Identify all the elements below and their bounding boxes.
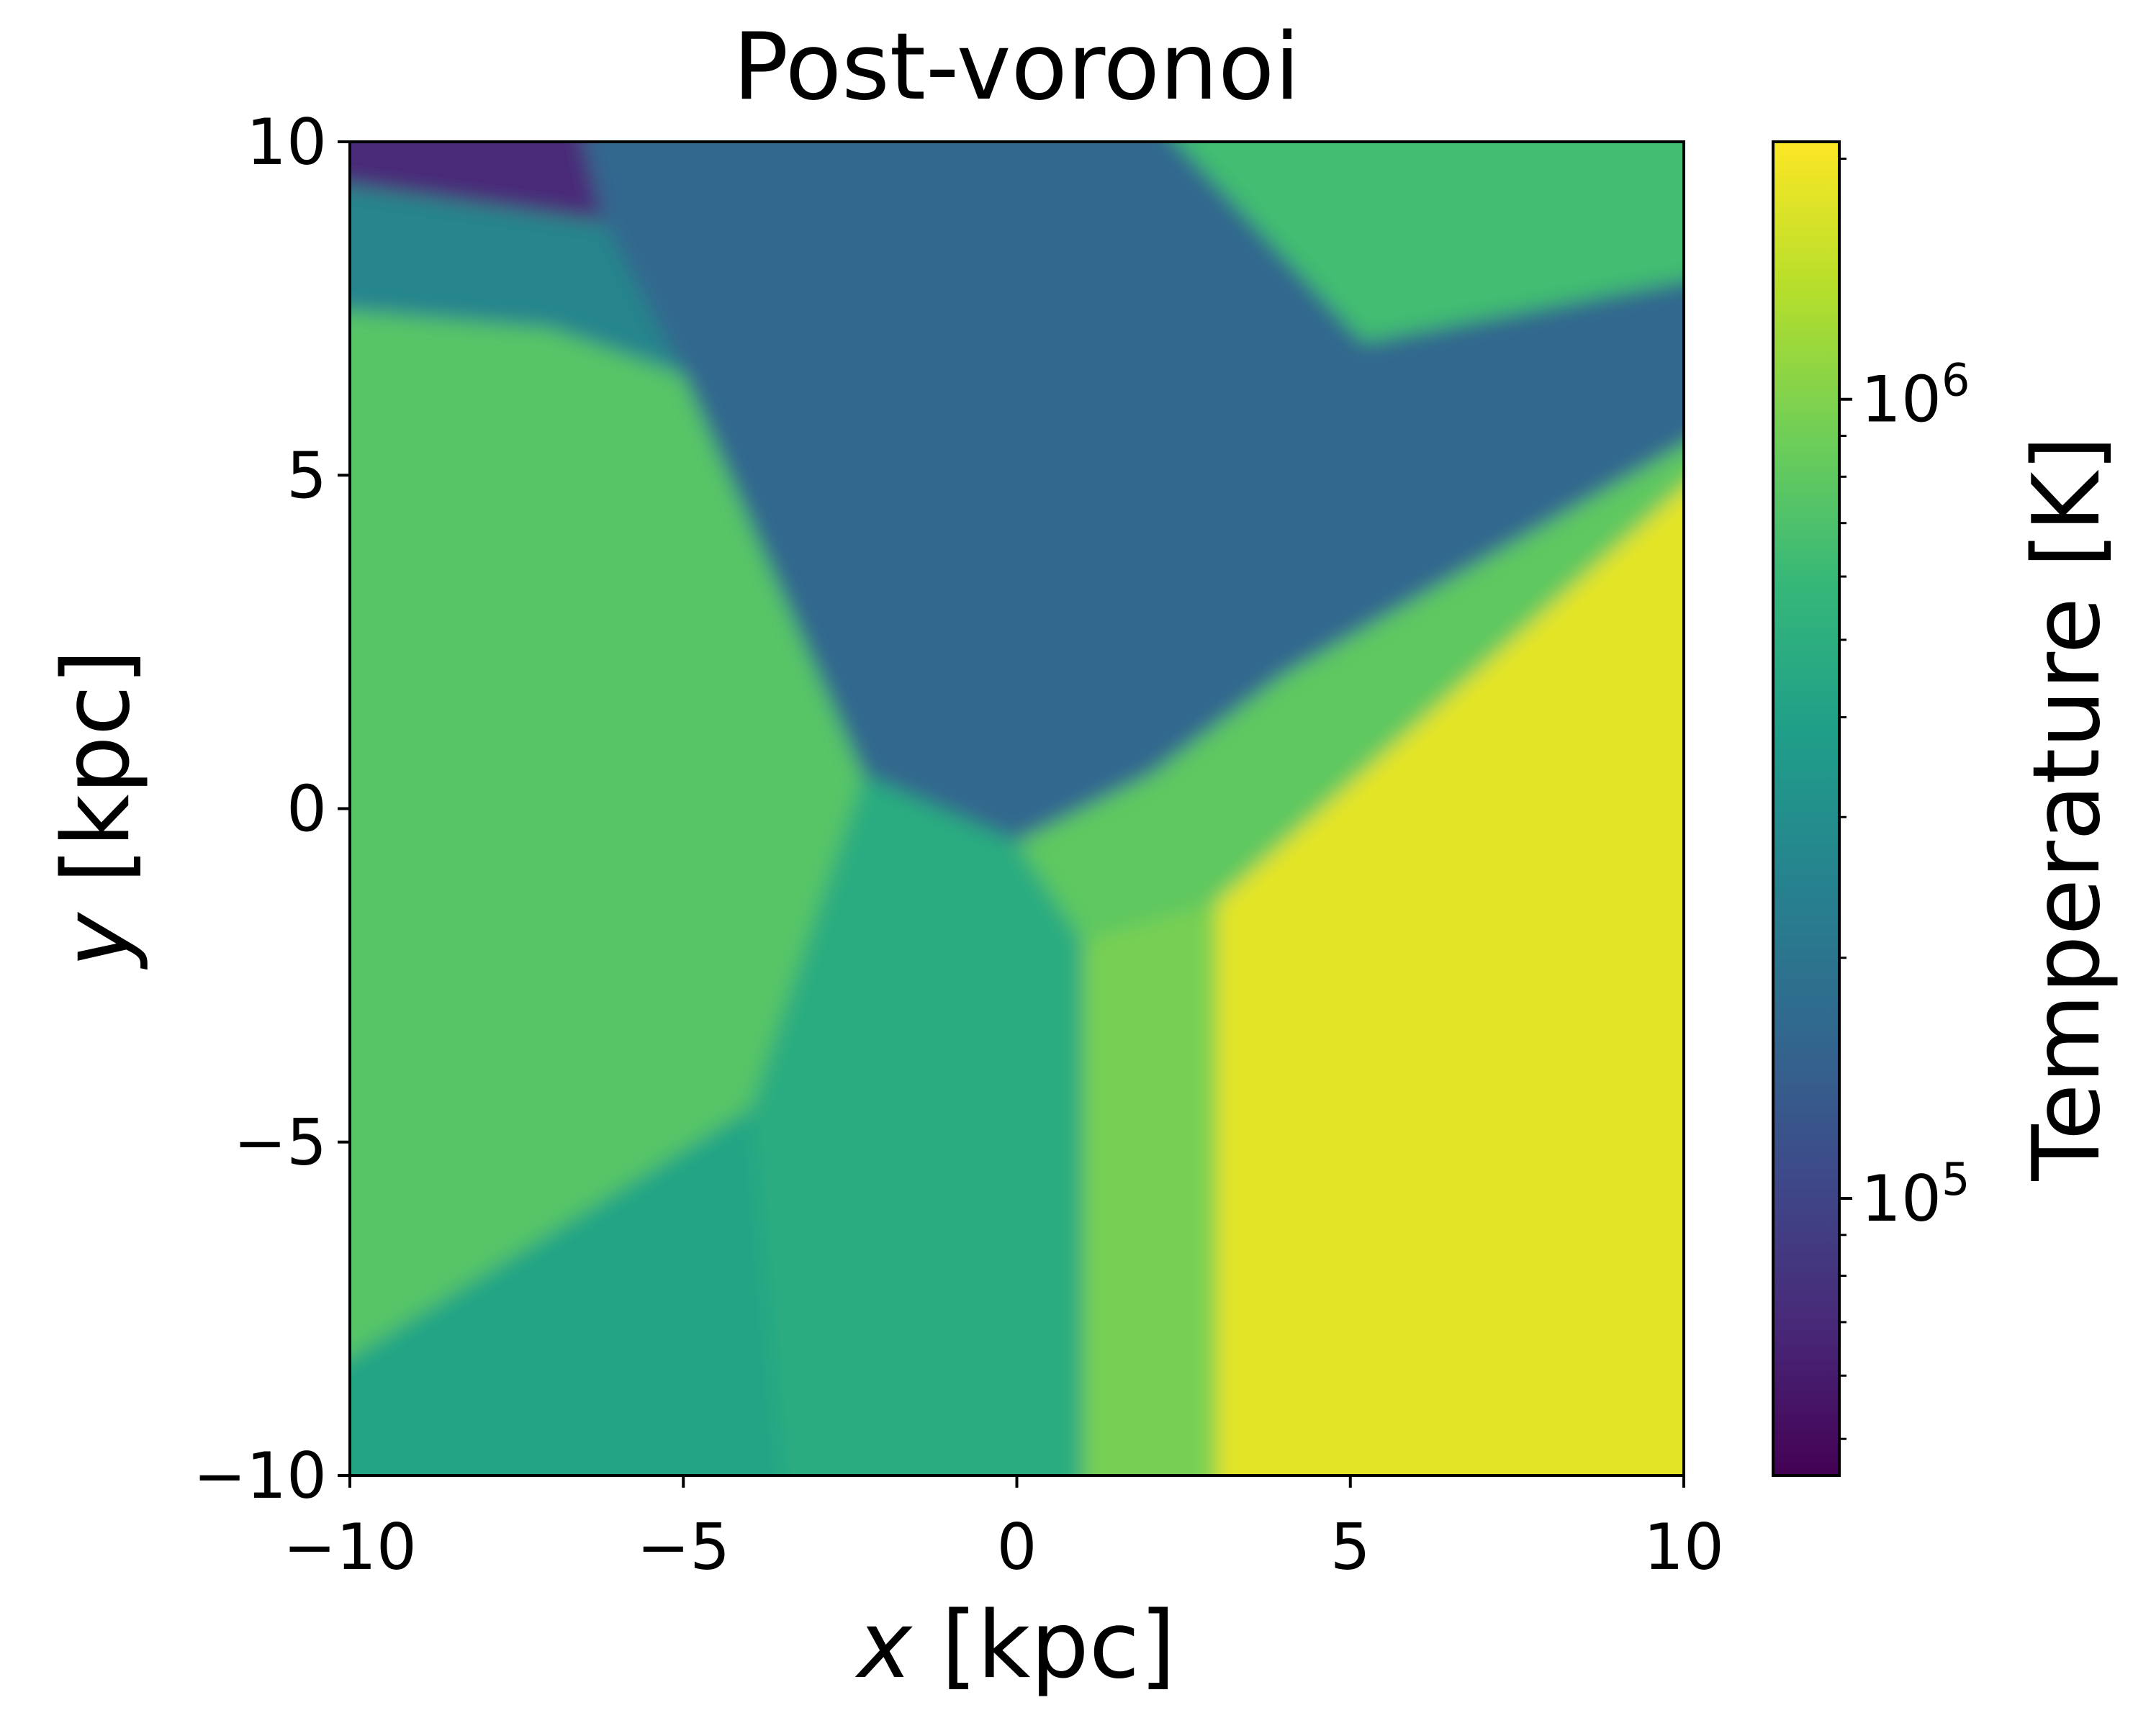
x-tick-label: 10 (1643, 1510, 1724, 1584)
x-axis-ticks: −10 −5 0 5 10 (283, 1475, 1724, 1584)
heatmap-region-central-cold-basin (583, 142, 1684, 842)
x-axis-unit: [kpc] (912, 1592, 1176, 1699)
x-axis-label: x [kpc] (854, 1592, 1176, 1699)
heatmap-region-shock-band (1016, 445, 1684, 942)
y-tick-label: −5 (233, 1106, 327, 1180)
y-tick-label: 10 (246, 105, 327, 179)
heatmap-region-right-hot-region (1217, 487, 1684, 1475)
y-axis-unit: [kpc] (43, 649, 150, 913)
heatmap-region-lower-left-cell (350, 1108, 781, 1475)
y-axis-label: y [kpc] (43, 649, 150, 970)
y-axis-ticks: −10 −5 0 5 10 (193, 105, 350, 1513)
chart-title: Post-voronoi (733, 14, 1300, 121)
y-tick-label: 5 (287, 438, 327, 512)
heatmap-region-center-left-cell (749, 775, 1084, 1475)
colorbar-label: Temperature [K] (2014, 435, 2121, 1181)
heatmap-region-upper-left-wedge (350, 186, 684, 376)
heatmap-regions (350, 142, 1684, 1475)
heatmap-region-top-right-wedge (1177, 142, 1684, 342)
y-tick-label: −10 (193, 1439, 327, 1513)
heatmap-image (350, 142, 1684, 1475)
x-tick-label: −5 (636, 1510, 730, 1584)
colorbar-tick-label: 106 (1861, 354, 1970, 437)
colorbar (1772, 140, 1841, 1477)
heatmap-region-lower-middle-cell (1083, 902, 1217, 1475)
x-axis-variable: x (854, 1592, 913, 1699)
x-tick-label: −10 (283, 1510, 417, 1584)
colorbar-tick-label: 105 (1861, 1153, 1970, 1236)
colorbar-ticks: 105 106 (1839, 158, 1970, 1440)
x-tick-label: 5 (1330, 1510, 1371, 1584)
heatmap-region-top-left-cold-corner (350, 142, 604, 222)
y-tick-label: 0 (287, 772, 327, 846)
heatmap-region-left-wedge (350, 311, 864, 1358)
y-axis-variable: y (43, 911, 150, 970)
x-tick-label: 0 (997, 1510, 1037, 1584)
